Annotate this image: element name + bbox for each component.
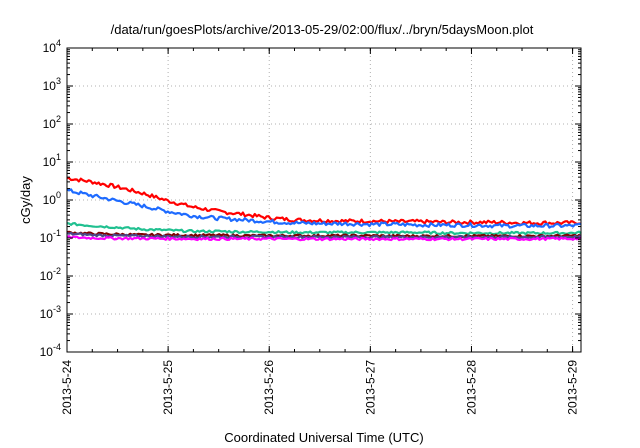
series-line (66, 188, 582, 229)
grid (67, 48, 581, 352)
x-tick-label: 2013-5-27 (363, 360, 377, 415)
x-tick-label: 2013-5-29 (566, 360, 580, 415)
y-tick-label: 10-3 (40, 304, 61, 321)
y-tick-label: 10-2 (40, 266, 61, 283)
x-tick-label: 2013-5-26 (262, 360, 276, 415)
y-axis-label: cGy/day (18, 176, 33, 224)
y-tick-label: 100 (43, 190, 61, 207)
y-tick-label: 104 (43, 38, 61, 55)
y-tick-label: 10-4 (40, 342, 61, 359)
y-axis: 10-4 10-3 10-2 10-1 100 101 102 103 104 (40, 38, 581, 359)
series-line (67, 176, 582, 226)
series-line (66, 235, 582, 242)
x-tick-label: 2013-5-28 (464, 360, 478, 415)
series-lines (66, 176, 582, 242)
series-line (66, 222, 582, 236)
y-tick-label: 10-1 (40, 228, 61, 245)
x-axis-label: Coordinated Universal Time (UTC) (224, 430, 423, 445)
x-tick-label: 2013-5-25 (161, 360, 175, 415)
x-axis: 2013-5-24 2013-5-25 2013-5-26 2013-5-27 2013… (60, 48, 580, 415)
y-tick-label: 101 (43, 152, 61, 169)
y-tick-label: 102 (43, 114, 61, 131)
chart-title: /data/run/goesPlots/archive/2013-05-29/0… (111, 22, 534, 37)
x-tick-label: 2013-5-24 (60, 360, 74, 415)
y-tick-label: 103 (43, 76, 61, 93)
